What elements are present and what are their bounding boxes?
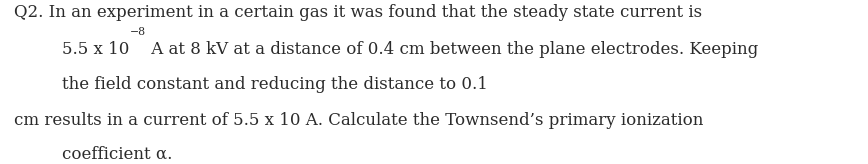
Text: the field constant and reducing the distance to 0.1: the field constant and reducing the dist… bbox=[62, 76, 489, 93]
Text: 5.5 x 10: 5.5 x 10 bbox=[62, 41, 130, 58]
Text: A at 8 kV at a distance of 0.4 cm between the plane electrodes. Keeping: A at 8 kV at a distance of 0.4 cm betwee… bbox=[146, 41, 759, 58]
Text: cm results in a current of 5.5 x 10 A. Calculate the Townsend’s primary ionizati: cm results in a current of 5.5 x 10 A. C… bbox=[14, 112, 703, 129]
Text: Q2. In an experiment in a certain gas it was found that the steady state current: Q2. In an experiment in a certain gas it… bbox=[14, 4, 702, 21]
Text: −8: −8 bbox=[130, 27, 146, 37]
Text: coefficient α.: coefficient α. bbox=[62, 145, 173, 162]
